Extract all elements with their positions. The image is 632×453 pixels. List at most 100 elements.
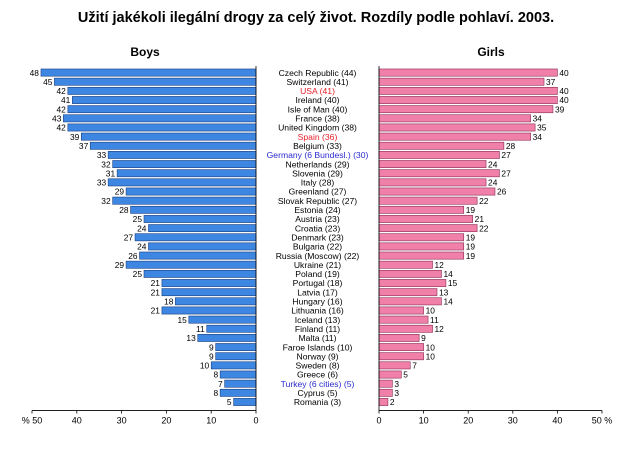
category-label: Turkey (6 cities) (5) — [281, 379, 355, 389]
boys-bar — [112, 160, 257, 168]
girls-value-label: 39 — [555, 104, 565, 114]
boys-bar — [130, 205, 257, 214]
girls-tick-label: 30 — [508, 416, 518, 426]
category-label: Netherlands (29) — [285, 159, 349, 169]
girls-value-label: 37 — [546, 77, 556, 87]
boys-bar — [72, 96, 257, 104]
boys-bar — [233, 398, 257, 406]
girls-value-label: 14 — [443, 269, 453, 279]
boys-bar — [143, 215, 257, 223]
boys-value-label: 26 — [128, 251, 138, 261]
chart-title: Užití jakékoli ilegální drogy za celý ži… — [78, 10, 554, 26]
girls-value-label: 26 — [497, 187, 507, 197]
category-label: Estonia (24) — [294, 205, 340, 215]
girls-tick-label: 10 — [419, 416, 429, 426]
category-label: Lithuania (16) — [291, 306, 344, 316]
boys-value-label: 25 — [133, 269, 143, 279]
boys-value-label: 18 — [164, 297, 174, 307]
boys-tick-label: 30 — [117, 416, 127, 426]
boys-bar — [215, 343, 257, 351]
boys-value-label: 45 — [43, 77, 53, 87]
boys-value-label: 21 — [151, 278, 161, 288]
girls-value-label: 24 — [488, 178, 498, 188]
boys-bar — [210, 361, 257, 370]
category-label: Latvia (17) — [297, 287, 338, 297]
boys-bar — [215, 352, 257, 361]
boys-value-label: 43 — [52, 114, 62, 124]
girls-value-label: 14 — [443, 297, 453, 307]
girls-value-label: 3 — [394, 379, 399, 389]
girls-bar — [378, 352, 424, 361]
boys-bar — [40, 68, 257, 77]
category-label: Croatia (23) — [295, 223, 341, 233]
category-label: Ukraine (21) — [294, 260, 341, 270]
girls-value-label: 10 — [426, 351, 436, 361]
boys-value-label: 33 — [97, 178, 107, 188]
girls-bar — [378, 178, 487, 187]
girls-value-label: 28 — [506, 141, 516, 151]
category-label: Finland (11) — [295, 324, 340, 334]
category-label: Cyprus (5) — [297, 388, 337, 398]
category-label: Germany (6 Bundesl.) (30) — [267, 150, 369, 160]
boys-tick-label: 0 — [253, 416, 258, 426]
category-label: Italy (28) — [301, 178, 335, 188]
category-label: Norway (9) — [296, 351, 338, 361]
boys-bar — [188, 315, 257, 324]
girls-value-label: 9 — [421, 333, 426, 343]
girls-bar — [378, 306, 424, 315]
boys-value-label: 8 — [213, 388, 218, 398]
boys-value-label: 42 — [57, 123, 67, 133]
girls-value-label: 40 — [559, 86, 569, 96]
boys-tick-label: 10 — [206, 416, 216, 426]
boys-value-label: 28 — [119, 205, 129, 215]
boys-value-label: 42 — [57, 104, 67, 114]
girls-bar — [378, 224, 478, 233]
category-label: Bulgaria (22) — [293, 242, 342, 252]
girls-bar — [378, 398, 389, 406]
category-label: Austria (23) — [295, 214, 340, 224]
category-label: Belgium (33) — [293, 141, 342, 151]
boys-bar — [161, 306, 257, 315]
girls-tick-label: 50 % — [592, 416, 613, 426]
category-label: Slovak Republic (27) — [278, 196, 357, 206]
boys-value-label: 15 — [177, 315, 187, 325]
boys-bar — [161, 279, 257, 287]
girls-value-label: 19 — [466, 232, 476, 242]
boys-bar — [161, 288, 257, 297]
axes-layer: % 50 40 30 20 10 0 0 10 20 30 40 50 % — [22, 66, 613, 426]
category-label: Romania (3) — [294, 397, 341, 407]
girls-value-label: 3 — [394, 388, 399, 398]
boys-value-label: 21 — [151, 287, 161, 297]
girls-bar — [378, 141, 505, 150]
girls-bar — [378, 288, 438, 297]
boys-value-label: 21 — [151, 306, 161, 316]
girls-bar — [378, 324, 433, 333]
boys-tick-label: % 50 — [22, 416, 43, 426]
boys-value-label: 29 — [115, 187, 125, 197]
boys-bar — [67, 123, 257, 132]
girls-bar — [378, 151, 500, 159]
category-label: Slovenia (29) — [292, 168, 343, 178]
girls-bar — [378, 114, 531, 123]
boys-bar — [175, 297, 257, 306]
girls-bar — [378, 187, 496, 196]
boys-value-label: 33 — [97, 150, 107, 160]
boys-bar — [219, 370, 257, 379]
category-label: Russia (Moscow) (22) — [276, 251, 360, 261]
girls-bar — [378, 279, 447, 287]
boys-value-label: 11 — [196, 324, 205, 334]
girls-bar — [378, 68, 558, 77]
girls-value-label: 40 — [559, 95, 569, 105]
girls-bar — [378, 105, 554, 114]
girls-value-label: 40 — [559, 68, 569, 78]
boys-bar — [89, 141, 257, 150]
category-label: Ireland (40) — [296, 95, 340, 105]
girls-value-label: 21 — [475, 214, 485, 224]
boys-value-label: 24 — [137, 242, 147, 252]
girls-value-label: 19 — [466, 251, 476, 261]
category-label: Faroe Islands (10) — [283, 342, 353, 352]
girls-bar — [378, 196, 478, 205]
boys-bar — [148, 224, 257, 233]
